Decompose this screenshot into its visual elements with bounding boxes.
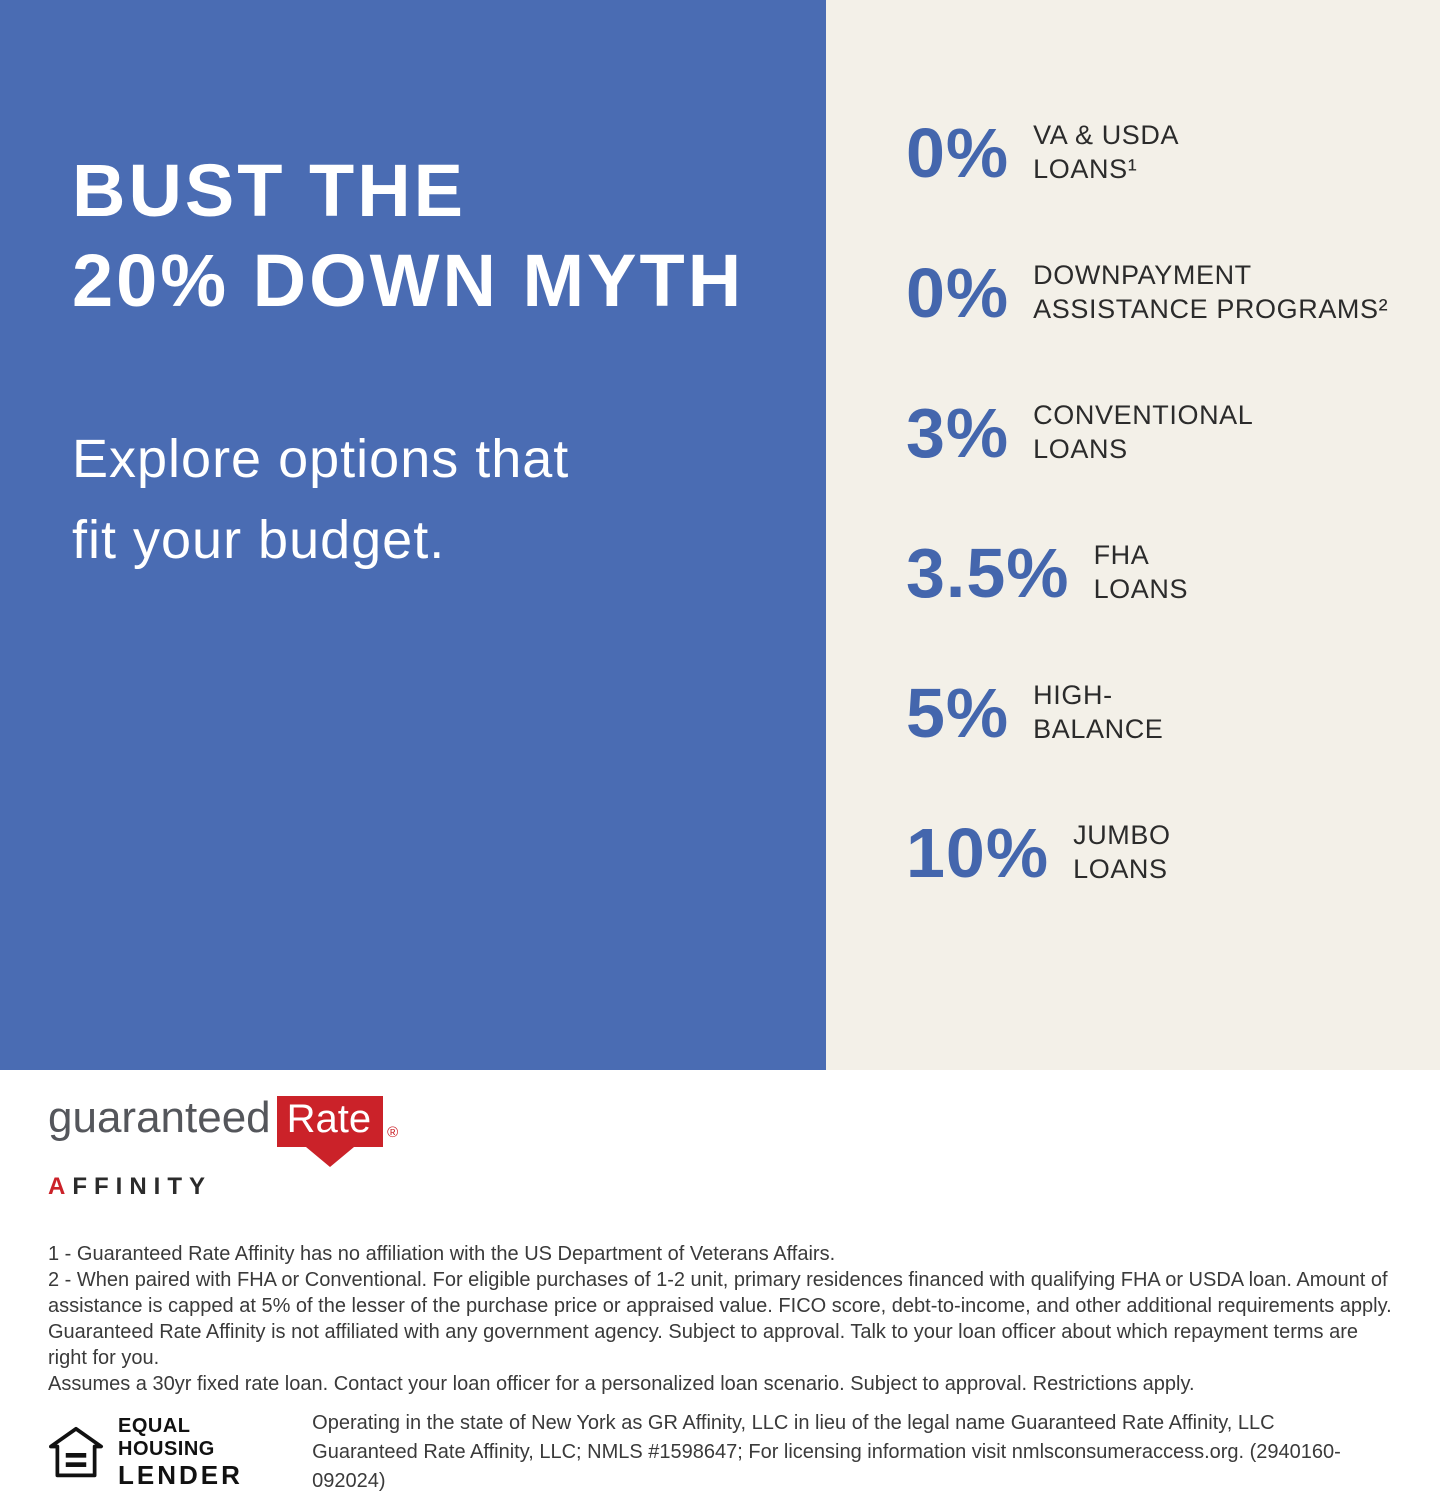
rate-value: 10%: [906, 814, 1050, 892]
rate-value: 0%: [906, 114, 1010, 192]
rate-label-line-2: ASSISTANCE PROGRAMS²: [1033, 294, 1389, 324]
legal-line-1: Operating in the state of New York as GR…: [312, 1412, 1275, 1434]
rate-label-line-2: LOANS: [1033, 434, 1128, 464]
rate-row-jumbo: 10% JUMBO LOANS: [906, 818, 1424, 888]
rates-panel: 0% VA & USDA LOANS¹ 0% DOWNPAYMENT ASSIS…: [826, 0, 1440, 1070]
rate-row-high-balance: 5% HIGH- BALANCE: [906, 678, 1424, 748]
logo-word-guaranteed: guaranteed: [48, 1093, 271, 1142]
rate-value: 3%: [906, 394, 1010, 472]
logo-word-rate: Rate: [276, 1096, 384, 1147]
rate-label: JUMBO LOANS: [1073, 819, 1171, 887]
rate-label: CONVENTIONAL LOANS: [1033, 399, 1253, 467]
registered-trademark: ®: [387, 1124, 399, 1141]
headline: BUST THE 20% DOWN MYTH: [72, 146, 786, 327]
legal-text: Operating in the state of New York as GR…: [312, 1409, 1396, 1496]
headline-line-1: BUST THE: [72, 149, 466, 232]
rate-label: FHA LOANS: [1094, 539, 1189, 607]
rate-row-va-usda: 0% VA & USDA LOANS¹: [906, 118, 1424, 188]
headline-line-2: 20% DOWN MYTH: [72, 239, 745, 323]
logo-rate-badge: Rate: [276, 1096, 384, 1167]
legal-line-2: Guaranteed Rate Affinity, LLC; NMLS #159…: [312, 1441, 1341, 1492]
main-content: BUST THE 20% DOWN MYTH Explore options t…: [0, 0, 1440, 1070]
disclaimer-3: Assumes a 30yr fixed rate loan. Contact …: [48, 1373, 1195, 1395]
rate-label-line-1: VA & USDA: [1033, 120, 1180, 151]
footer-bottom: EQUAL HOUSING LENDER Operating in the st…: [48, 1409, 1396, 1496]
rate-label-line-1: CONVENTIONAL: [1033, 400, 1254, 431]
rate-label-line-1: DOWNPAYMENT: [1033, 260, 1252, 291]
rate-label-line-2: LOANS: [1073, 854, 1168, 884]
equal-housing-line-2: LENDER: [118, 1460, 243, 1491]
logo-arrow-icon: [305, 1147, 354, 1167]
rate-label: DOWNPAYMENT ASSISTANCE PROGRAMS²: [1033, 259, 1388, 327]
guaranteed-rate-affinity-logo: guaranteed Rate ® AFFINITY: [48, 1096, 1396, 1201]
disclaimer-1: 1 - Guaranteed Rate Affinity has no affi…: [48, 1243, 836, 1265]
disclaimers: 1 - Guaranteed Rate Affinity has no affi…: [48, 1241, 1396, 1397]
equal-housing-lender-icon: [49, 1426, 103, 1477]
equal-housing-lender-label: EQUAL HOUSING LENDER: [118, 1415, 290, 1490]
rate-label-line-1: FHA: [1093, 540, 1150, 571]
rate-label-line-2: BALANCE: [1033, 714, 1164, 744]
rate-value: 0%: [906, 254, 1010, 332]
rate-label-line-1: HIGH-: [1033, 680, 1113, 711]
rate-row-conventional: 3% CONVENTIONAL LOANS: [906, 398, 1424, 468]
affinity-initial: A: [48, 1173, 73, 1200]
rate-label-line-1: JUMBO: [1073, 820, 1171, 851]
rate-label-line-2: LOANS: [1093, 574, 1189, 604]
rate-row-fha: 3.5% FHA LOANS: [906, 538, 1424, 608]
rate-label: VA & USDA LOANS¹: [1033, 119, 1179, 187]
rate-label: HIGH- BALANCE: [1033, 679, 1163, 747]
footer: guaranteed Rate ® AFFINITY 1 - Guarantee…: [0, 1070, 1440, 1496]
equal-housing-line-1: EQUAL HOUSING: [118, 1415, 215, 1461]
rate-row-downpayment-assistance: 0% DOWNPAYMENT ASSISTANCE PROGRAMS²: [906, 258, 1424, 328]
disclaimer-2: 2 - When paired with FHA or Conventional…: [48, 1269, 1392, 1369]
rate-label-line-2: LOANS¹: [1033, 154, 1138, 184]
subheadline-line-1: Explore options that: [72, 428, 570, 489]
logo-top-row: guaranteed Rate ®: [48, 1093, 1396, 1167]
affinity-rest: FFINITY: [72, 1173, 212, 1200]
headline-panel: BUST THE 20% DOWN MYTH Explore options t…: [0, 0, 826, 1070]
subheadline: Explore options that fit your budget.: [72, 419, 786, 581]
logo-word-affinity: AFFINITY: [48, 1173, 1396, 1201]
rate-value: 3.5%: [906, 534, 1070, 612]
rate-value: 5%: [906, 674, 1010, 752]
subheadline-line-2: fit your budget.: [72, 509, 446, 570]
